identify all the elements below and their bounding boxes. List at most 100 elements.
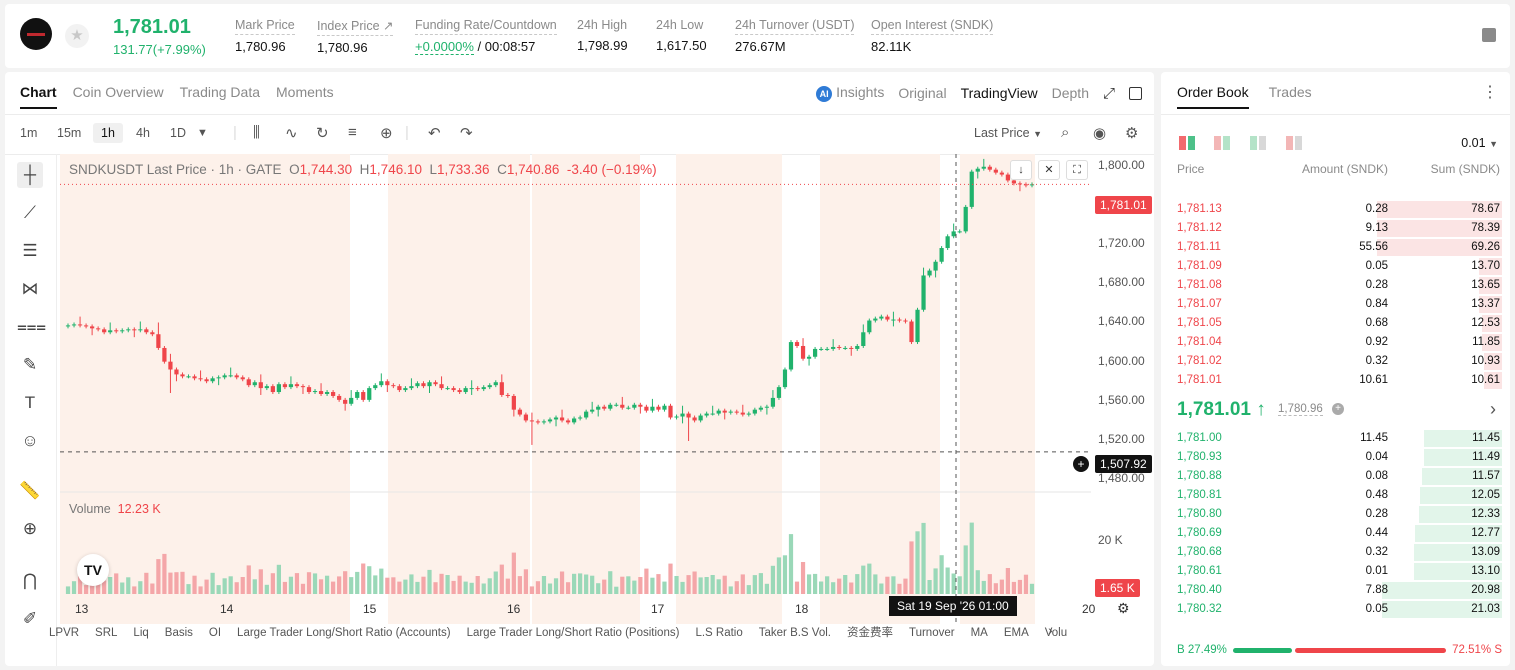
tradingview-logo-icon[interactable]: TV — [77, 554, 109, 586]
bid-row[interactable]: 1,780.61 0.01 13.10 — [1161, 562, 1510, 581]
indicator-9[interactable]: 资金费率 — [846, 627, 893, 639]
ask-row[interactable]: 1,781.12 9.13 78.39 — [1161, 219, 1510, 238]
indicator-4[interactable]: OI — [208, 627, 222, 639]
undo-icon[interactable]: ↶ — [428, 125, 441, 142]
indicator-10[interactable]: Turnover — [908, 627, 955, 639]
zoom-in-icon[interactable]: ⊕ — [22, 519, 38, 538]
stat-label[interactable]: Funding Rate/Countdown — [415, 18, 557, 35]
fullscreen-icon[interactable]: ⛶ — [1066, 160, 1088, 180]
indicator-0[interactable]: LPVR — [49, 627, 80, 639]
stat-label[interactable]: 24h Turnover (USDT) — [735, 18, 855, 35]
insights-button[interactable]: AI Insights — [816, 84, 884, 102]
timeframe-1m[interactable]: 1m — [20, 126, 38, 140]
window-icon[interactable] — [1129, 86, 1142, 100]
candlestick-chart[interactable] — [60, 154, 1091, 624]
indicator-2[interactable]: Liq — [133, 627, 149, 639]
timeframe-15m[interactable]: 15m — [57, 126, 82, 140]
expand-icon[interactable]: ⤢ — [1102, 84, 1115, 102]
timeframe-dropdown-icon[interactable]: ▼ — [197, 127, 208, 139]
ask-row[interactable]: 1,781.05 0.68 12.53 — [1161, 314, 1510, 333]
replay-icon[interactable]: ↻ — [316, 125, 329, 142]
candle-body — [909, 321, 914, 343]
tab-moments[interactable]: Moments — [276, 84, 334, 100]
tab-order-book[interactable]: Order Book — [1177, 84, 1249, 109]
trendline-icon[interactable]: ⟋ — [24, 203, 36, 222]
bid-row[interactable]: 1,780.32 0.05 21.03 — [1161, 600, 1510, 619]
chevron-right-icon[interactable]: › — [1490, 399, 1496, 419]
camera-icon[interactable]: ◉ — [1093, 125, 1107, 142]
stat-label[interactable]: Index Price ↗ — [317, 18, 394, 36]
bid-row[interactable]: 1,780.88 0.08 11.57 — [1161, 467, 1510, 486]
tab-trading-data[interactable]: Trading Data — [179, 84, 261, 100]
redo-icon[interactable]: ↷ — [460, 125, 473, 142]
tab-trades[interactable]: Trades — [1268, 84, 1312, 100]
indicator-1[interactable]: SRL — [95, 627, 118, 639]
ask-row[interactable]: 1,781.11 55.56 69.26 — [1161, 238, 1510, 257]
templates-icon[interactable]: ≡ — [348, 124, 357, 141]
view-tradingview[interactable]: TradingView — [960, 85, 1038, 101]
ask-row[interactable]: 1,781.13 0.28 78.67 — [1161, 200, 1510, 219]
gear-icon[interactable]: ⚙ — [1125, 125, 1139, 142]
ask-row[interactable]: 1,781.01 10.61 10.61 — [1161, 371, 1510, 390]
fib-icon[interactable]: ⩶ — [17, 317, 47, 336]
ask-row[interactable]: 1,781.08 0.28 13.65 — [1161, 276, 1510, 295]
bid-row[interactable]: 1,780.68 0.32 13.09 — [1161, 543, 1510, 562]
layout-asks-icon[interactable] — [1286, 136, 1302, 150]
pattern-icon[interactable]: ⋈ — [21, 279, 39, 298]
brush-icon[interactable]: ✎ — [22, 355, 38, 374]
timeframe-4h[interactable]: 4h — [136, 126, 150, 140]
ruler-icon[interactable]: 📏 — [19, 481, 41, 500]
ask-row[interactable]: 1,781.02 0.32 10.93 — [1161, 352, 1510, 371]
horizontal-lines-icon[interactable]: ☰ — [22, 241, 38, 260]
favorite-star-icon[interactable]: ★ — [65, 24, 89, 48]
indicator-7[interactable]: L.S Ratio — [695, 627, 743, 639]
more-icon[interactable]: ⋮ — [1482, 84, 1498, 101]
view-depth[interactable]: Depth — [1051, 85, 1089, 101]
layout-both-icon[interactable] — [1179, 136, 1195, 150]
indicator-3[interactable]: Basis — [164, 627, 193, 639]
settings-icon[interactable]: ⚙ — [1117, 600, 1130, 616]
ask-row[interactable]: 1,781.04 0.92 11.85 — [1161, 333, 1510, 352]
bid-row[interactable]: 1,780.40 7.88 20.98 — [1161, 581, 1510, 600]
bid-row[interactable]: 1,780.93 0.04 11.49 — [1161, 448, 1510, 467]
price-type-select[interactable]: Last Price ▼ — [974, 126, 1042, 140]
scroll-down-icon[interactable]: ↓ — [1010, 160, 1032, 180]
indicators-icon[interactable]: ∿ — [285, 125, 298, 142]
indicator-13[interactable]: Volu — [1044, 627, 1068, 639]
text-icon[interactable]: T — [24, 393, 36, 412]
emoji-icon[interactable]: ☺ — [21, 431, 39, 450]
book-icon[interactable] — [1482, 28, 1496, 42]
indicator-8[interactable]: Taker B.S Vol. — [758, 627, 831, 639]
bid-row[interactable]: 1,780.81 0.48 12.05 — [1161, 486, 1510, 505]
tab-chart[interactable]: Chart — [20, 84, 57, 109]
mid-mark-price[interactable]: 1,780.96 — [1278, 403, 1323, 416]
indicator-6[interactable]: Large Trader Long/Short Ratio (Positions… — [466, 627, 680, 639]
crosshair-icon[interactable]: ┼ — [17, 162, 43, 188]
lock-draw-icon[interactable]: ✐ — [22, 609, 38, 628]
stat-label[interactable]: Open Interest (SNDK) — [871, 18, 994, 35]
layout-bids-icon[interactable] — [1250, 136, 1266, 150]
indicator-11[interactable]: MA — [970, 627, 988, 639]
timeframe-1d[interactable]: 1D — [170, 126, 186, 140]
search-icon[interactable]: ⌕ — [1061, 124, 1070, 141]
ask-row[interactable]: 1,781.07 0.84 13.37 — [1161, 295, 1510, 314]
ask-row[interactable]: 1,781.09 0.05 13.70 — [1161, 257, 1510, 276]
chevron-right-icon[interactable]: › — [1048, 622, 1053, 638]
indicator-5[interactable]: Large Trader Long/Short Ratio (Accounts) — [237, 627, 451, 639]
magnet-icon[interactable]: ⋂ — [23, 571, 37, 590]
indicator-12[interactable]: EMA — [1003, 627, 1029, 639]
add-alert-icon[interactable]: + — [1073, 456, 1089, 472]
stat-label[interactable]: Mark Price — [235, 18, 295, 35]
precision-select[interactable]: 0.01 ▼ — [1461, 136, 1498, 150]
collapse-icon[interactable]: ✕ — [1038, 160, 1060, 180]
tab-coin-overview[interactable]: Coin Overview — [72, 84, 164, 100]
layout-split-icon[interactable] — [1214, 136, 1230, 150]
bid-row[interactable]: 1,780.80 0.28 12.33 — [1161, 505, 1510, 524]
add-indicator-icon[interactable]: ⊕ — [380, 125, 393, 142]
bid-row[interactable]: 1,780.69 0.44 12.77 — [1161, 524, 1510, 543]
bid-row[interactable]: 1,781.00 11.45 11.45 — [1161, 429, 1510, 448]
view-original[interactable]: Original — [898, 85, 947, 101]
timeframe-1h[interactable]: 1h — [93, 123, 123, 143]
candle-type-icon[interactable]: ⫼ — [253, 124, 260, 141]
funding-rate-value[interactable]: +0.0000% — [415, 39, 474, 55]
